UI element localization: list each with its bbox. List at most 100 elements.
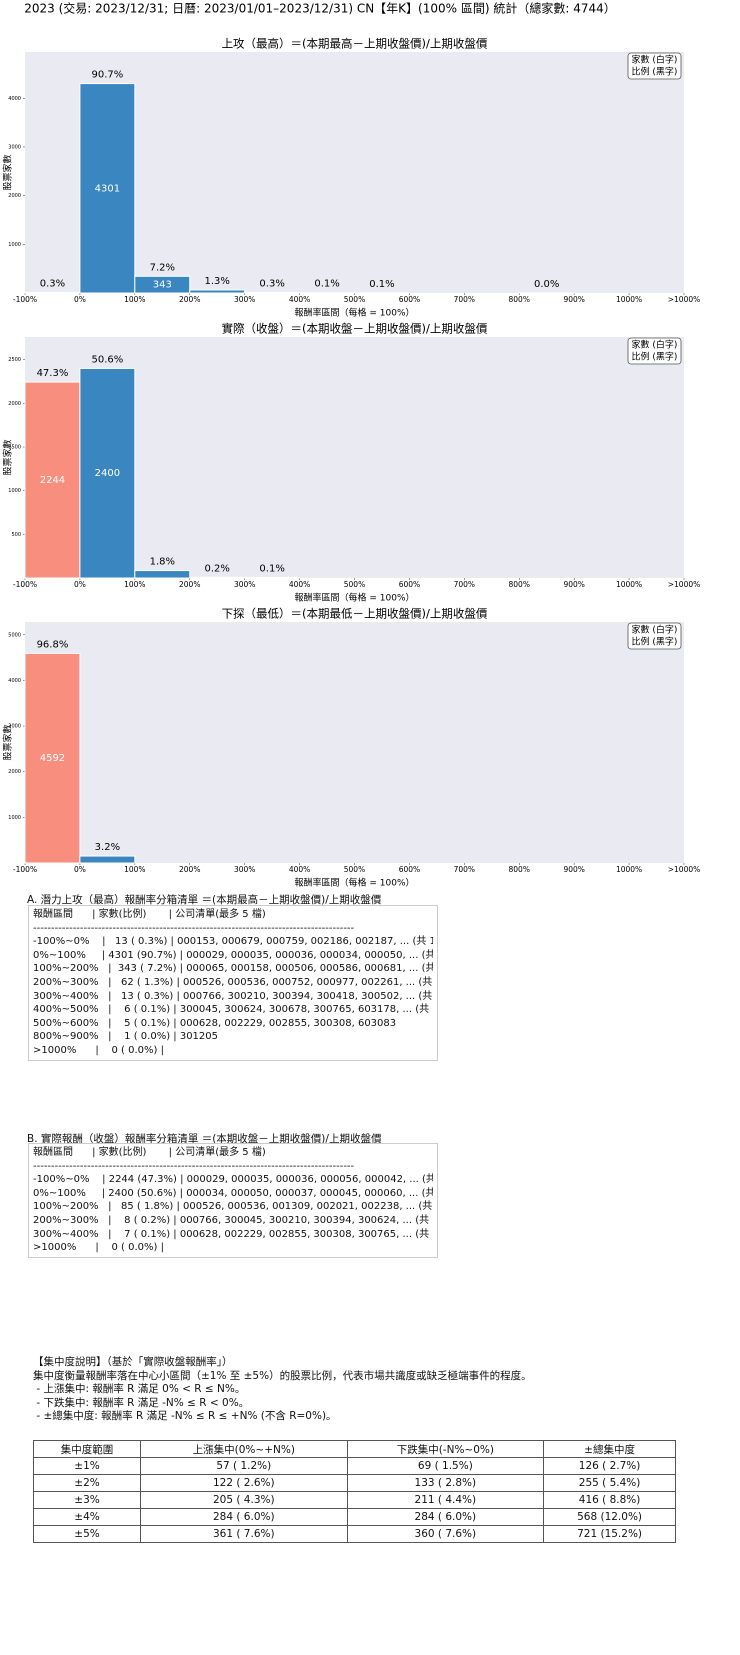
- x-tick-label: 700%: [454, 580, 475, 589]
- y-tick-label: 2000: [8, 193, 21, 199]
- legend-entry: 家數 (白字): [632, 339, 678, 351]
- chart-title: 上攻（最高）＝(本期最高－上期收盤價)/上期收盤價: [222, 37, 488, 51]
- x-tick-label: 900%: [563, 865, 584, 874]
- y-tick-label: 1000: [8, 242, 21, 248]
- percent-label: 90.7%: [91, 70, 123, 81]
- x-tick-label: -100%: [13, 865, 37, 874]
- x-axis-label: 報酬率區間（每格 = 100%）: [295, 307, 415, 319]
- explanation: 【集中度說明】（基於「實際收盤報酬率」） 集中度衡量報酬率落在中心小區間（±1% …: [33, 1356, 532, 1424]
- chart-title: 下探（最低）＝(本期最低－上期收盤價)/上期收盤價: [222, 607, 488, 621]
- page-title: 2023 (交易: 2023/12/31; 日曆: 2023/01/01–202…: [24, 1, 616, 16]
- header-cell: ±總集中度: [543, 1440, 676, 1458]
- section-b-title: B. 實際報酬（收盤）報酬率分箱清單 ＝(本期收盤－上期收盤價)/上期收盤價: [27, 1133, 382, 1145]
- concentration-table: 集中度範圍 上漲集中(0%~+N%) 下跌集中(-N%~0%) ±總集中度 ±1% 57 …: [33, 1440, 676, 1543]
- x-tick-label: 500%: [344, 295, 365, 304]
- x-tick-label: 200%: [179, 580, 200, 589]
- bar: [189, 576, 246, 579]
- percent-label: 0.1%: [314, 279, 339, 290]
- x-tick-label: >1000%: [668, 295, 701, 304]
- section-a-box: 報酬區間 | 家數(比例) | 公司清單(最多 5 檔) ------------…: [28, 905, 438, 1061]
- table-cell: 126 ( 2.7%): [543, 1457, 676, 1475]
- percent-label: 0.0%: [534, 279, 559, 290]
- x-tick-label: 300%: [234, 295, 255, 304]
- explanation-line: 【集中度說明】（基於「實際收盤報酬率」）: [33, 1356, 233, 1368]
- list-line: ----------------------------------------…: [33, 1160, 355, 1172]
- explanation-line: 集中度衡量報酬率落在中心小區間（±1% 至 ±5%）的股票比例，代表市場共識度或…: [33, 1369, 532, 1382]
- charts: 2023 (交易: 2023/12/31; 日曆: 2023/01/01–202…: [2, 1, 701, 889]
- x-tick-label: 600%: [399, 580, 420, 589]
- section-a-title: A. 潛力上攻（最高）報酬率分箱清單 ＝(本期最高－上期收盤價)/上期收盤價: [27, 894, 382, 906]
- x-axis-label: 報酬率區間（每格 = 100%）: [295, 592, 415, 604]
- table-row: ±4% 284 ( 6.0%) 284 ( 6.0%) 568 (12.0%): [33, 1508, 676, 1526]
- y-tick-label: 500: [11, 532, 21, 538]
- bar: [79, 367, 136, 579]
- table-row: ±1% 57 ( 1.2%) 69 ( 1.5%) 126 ( 2.7%): [33, 1457, 676, 1475]
- count-label: 2244: [40, 475, 65, 486]
- y-axis-label: 股票家數: [2, 439, 14, 475]
- x-tick-label: >1000%: [668, 865, 701, 874]
- percent-label: 7.2%: [150, 262, 175, 273]
- x-tick-label: 100%: [124, 295, 145, 304]
- table-cell: 122 ( 2.6%): [140, 1474, 348, 1492]
- list-line: >1000% | 0 ( 0.0%) |: [33, 1044, 164, 1056]
- count-label: 4592: [40, 753, 65, 764]
- list-line: 0%~100% | 4301 (90.7%) | 000029, 000035,…: [33, 949, 433, 961]
- x-tick-label: 900%: [563, 580, 584, 589]
- x-tick-label: 400%: [289, 865, 310, 874]
- explanation-line: - ±總集中度: 報酬率 R 滿足 -N% ≤ R ≤ +N% (不含 R=0%…: [33, 1410, 337, 1422]
- list-line: 300%~400% | 13 ( 0.3%) | 000766, 300210,…: [33, 990, 433, 1002]
- x-tick-label: 0%: [74, 580, 86, 589]
- y-axis-label: 股票家數: [2, 154, 14, 190]
- y-axis-label: 股票家數: [2, 724, 14, 760]
- table-cell: 205 ( 4.3%): [140, 1491, 348, 1509]
- y-tick-label: 4000: [8, 678, 21, 684]
- list-line: 報酬區間 | 家數(比例) | 公司清單(最多 5 檔): [33, 1147, 266, 1158]
- x-tick-label: 1000%: [616, 295, 642, 304]
- percent-label: 0.1%: [369, 279, 394, 290]
- x-tick-label: 400%: [289, 580, 310, 589]
- x-tick-label: 800%: [509, 580, 530, 589]
- table-row: ±5% 361 ( 7.6%) 360 ( 7.6%) 721 (15.2%): [33, 1525, 676, 1543]
- section-b-box: 報酬區間 | 家數(比例) | 公司清單(最多 5 檔) ------------…: [28, 1143, 438, 1258]
- bar: [189, 289, 246, 294]
- table-cell: 284 ( 6.0%): [140, 1508, 348, 1526]
- percent-label: 1.3%: [205, 276, 230, 287]
- list-line: >1000% | 0 ( 0.0%) |: [33, 1242, 164, 1254]
- header-cell: 下跌集中(-N%~0%): [346, 1440, 545, 1458]
- x-tick-label: 300%: [234, 580, 255, 589]
- table-cell: 361 ( 7.6%): [140, 1525, 348, 1543]
- list-line: -100%~0% | 2244 (47.3%) | 000029, 000035…: [33, 1174, 433, 1186]
- table-cell: 211 ( 4.4%): [346, 1491, 545, 1509]
- chart-title: 實際（收盤）＝(本期收盤－上期收盤價)/上期收盤價: [222, 322, 488, 336]
- list-line: 100%~200% | 85 ( 1.8%) | 000526, 000536,…: [33, 1201, 433, 1213]
- count-label: 4301: [95, 183, 120, 194]
- list-line: 800%~900% | 1 ( 0.0%) | 301205: [33, 1031, 219, 1043]
- explanation-line: - 上漲集中: 報酬率 R 滿足 0% < R ≤ N%。: [33, 1383, 246, 1395]
- x-tick-label: 600%: [399, 865, 420, 874]
- y-tick-label: 2500: [8, 357, 21, 363]
- x-tick-label: 600%: [399, 295, 420, 304]
- y-tick-label: 1000: [8, 815, 21, 821]
- list-line: 報酬區間 | 家數(比例) | 公司清單(最多 5 檔): [33, 909, 266, 920]
- percent-label: 0.3%: [40, 278, 65, 289]
- y-tick-label: 2000: [8, 769, 21, 775]
- legend-entry: 比例 (黑字): [632, 351, 678, 363]
- explanation-line: - 下跌集中: 報酬率 R 滿足 -N% ≤ R < 0%。: [33, 1396, 250, 1409]
- x-tick-label: 800%: [509, 865, 530, 874]
- y-tick-label: 1500: [8, 445, 21, 451]
- list-line: ----------------------------------------…: [33, 922, 355, 934]
- list-line: 400%~500% | 6 ( 0.1%) | 300045, 300624, …: [33, 1004, 433, 1016]
- bar: [244, 291, 301, 294]
- x-tick-label: 200%: [179, 295, 200, 304]
- table-row: ±3% 205 ( 4.3%) 211 ( 4.4%) 416 ( 8.8%): [33, 1491, 676, 1509]
- table-cell: ±4%: [33, 1508, 141, 1526]
- legend-box: [627, 622, 682, 650]
- list-line: 200%~300% | 8 ( 0.2%) | 000766, 300045, …: [33, 1214, 433, 1226]
- list-line: 0%~100% | 2400 (50.6%) | 000034, 000050,…: [33, 1187, 433, 1199]
- x-tick-label: 900%: [563, 295, 584, 304]
- x-tick-label: 700%: [454, 295, 475, 304]
- list-line: 100%~200% | 343 ( 7.2%) | 000065, 000158…: [33, 963, 433, 975]
- percent-label: 0.1%: [259, 563, 284, 574]
- y-tick-label: 3000: [8, 724, 21, 730]
